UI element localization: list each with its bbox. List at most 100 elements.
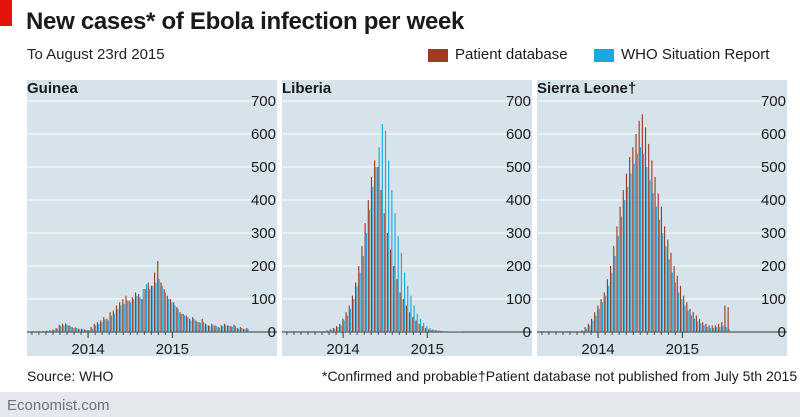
y-tick-label: 100 (761, 291, 786, 308)
bar-who (117, 308, 119, 332)
legend-label-patient: Patient database (455, 46, 568, 63)
bar-who (47, 331, 49, 332)
y-tick-label: 300 (251, 225, 276, 242)
bar-who (63, 325, 65, 332)
bar-patient (418, 323, 420, 332)
bar-who (350, 308, 352, 332)
bar-patient (698, 318, 701, 332)
bar-patient (329, 329, 331, 332)
bar-who (231, 327, 233, 332)
bar-patient (635, 134, 637, 332)
chart-title: New cases* of Ebola infection per week (26, 8, 465, 35)
bar-who (199, 322, 201, 332)
bar-patient (93, 323, 95, 332)
bar-patient (77, 328, 79, 332)
bar-patient (590, 318, 593, 332)
bar-patient (393, 266, 395, 332)
bar-patient (141, 299, 143, 332)
bar-patient (157, 261, 159, 332)
bar-who (372, 186, 374, 332)
bar-who (177, 308, 179, 332)
bar-who (432, 329, 434, 332)
bar-patient (239, 327, 241, 332)
y-tick-label: 700 (761, 93, 786, 110)
bar-who (180, 313, 182, 332)
bar-who (426, 326, 428, 332)
bar-who (114, 313, 116, 332)
bar-patient (227, 325, 229, 332)
panel-title-liberia: Liberia (282, 80, 332, 97)
bar-patient (179, 312, 181, 332)
bar-patient (447, 331, 449, 332)
bar-who (668, 259, 670, 332)
bar-patient (702, 322, 704, 332)
bar-who (671, 272, 673, 332)
bar-who (687, 310, 689, 332)
bar-patient (686, 302, 688, 332)
bar-patient (163, 289, 165, 332)
x-tick-label: 2015 (411, 341, 444, 358)
bar-patient (625, 173, 628, 332)
bar-who (149, 289, 151, 332)
y-tick-label: 400 (251, 192, 276, 209)
bar-patient (377, 167, 379, 332)
bar-patient (581, 330, 583, 332)
y-tick-label: 100 (506, 291, 531, 308)
y-tick-label: 100 (251, 291, 276, 308)
bar-patient (648, 143, 650, 332)
y-tick-label: 0 (523, 324, 531, 341)
bar-patient (695, 315, 697, 332)
bar-patient (115, 305, 118, 332)
bar-patient (52, 329, 54, 332)
bar-who (662, 233, 664, 332)
bar-who (85, 330, 87, 332)
panel-background-sierra-leone (537, 80, 787, 356)
bar-patient (173, 302, 175, 332)
bar-who (684, 305, 686, 332)
bar-patient (389, 249, 392, 332)
legend-swatch-who (594, 49, 614, 62)
bar-who (75, 328, 78, 332)
bar-patient (355, 282, 357, 332)
bar-who (394, 213, 396, 332)
bar-patient (594, 312, 596, 332)
bar-who (404, 272, 406, 332)
bar-who (190, 320, 192, 332)
bar-who (362, 256, 364, 332)
source-note: Source: WHO (27, 368, 114, 384)
bar-who (334, 328, 336, 332)
bar-patient (670, 252, 672, 332)
bar-patient (46, 330, 48, 332)
bar-patient (664, 226, 666, 332)
bar-patient (603, 292, 605, 332)
bar-patient (718, 323, 720, 332)
bar-patient (154, 272, 156, 332)
brand-accent-tag (0, 0, 12, 26)
bar-patient (724, 305, 726, 332)
bar-who (183, 315, 186, 332)
bar-who (585, 328, 588, 332)
y-tick-label: 500 (251, 159, 276, 176)
y-tick-label: 200 (251, 258, 276, 275)
bar-who (95, 325, 97, 332)
bar-patient (230, 326, 232, 332)
bar-who (209, 326, 211, 332)
bar-who (82, 329, 84, 332)
bar-patient (638, 120, 640, 332)
bar-patient (654, 176, 656, 332)
bar-patient (440, 331, 442, 332)
bar-who (381, 124, 383, 332)
bar-who (237, 328, 240, 332)
bar-who (636, 153, 638, 332)
bar-patient (351, 295, 353, 332)
bar-patient (424, 328, 427, 332)
bar-who (678, 292, 680, 332)
bar-patient (323, 331, 325, 332)
bar-patient (367, 200, 369, 332)
bar-patient (169, 299, 172, 332)
bar-patient (233, 324, 235, 332)
bar-who (327, 331, 329, 332)
bar-patient (613, 246, 615, 332)
bar-patient (396, 279, 398, 332)
